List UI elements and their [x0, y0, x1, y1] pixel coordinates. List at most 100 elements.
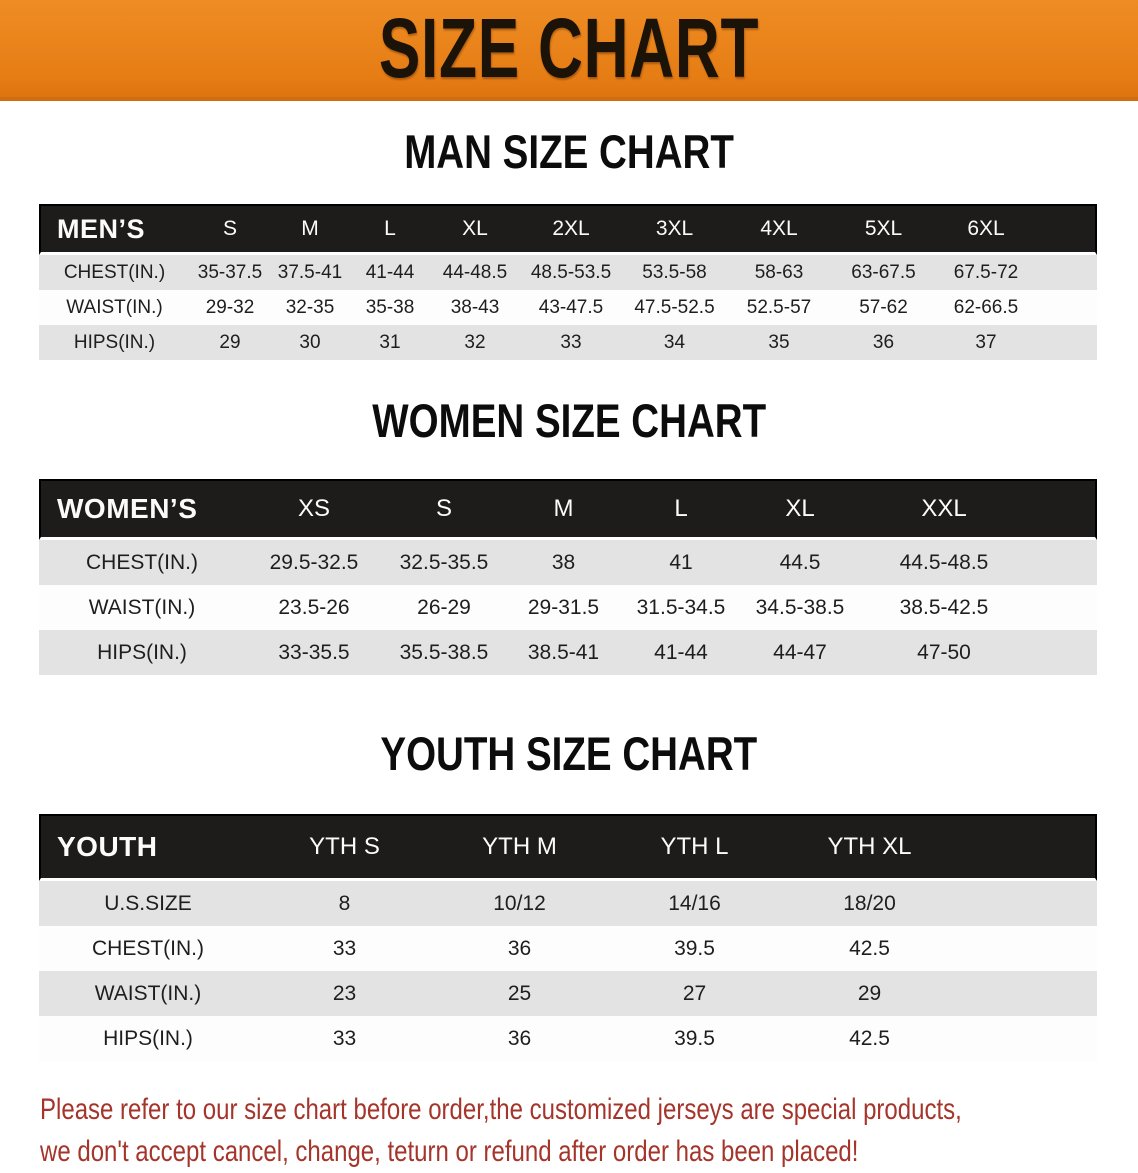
size-cell: 37: [936, 325, 1036, 360]
table-row: U.S.SIZE 8 10/12 14/16 18/20: [39, 881, 1097, 926]
size-cell: 29: [190, 325, 270, 360]
size-cell: 10/12: [432, 881, 607, 926]
column-header: 2XL: [520, 204, 622, 255]
youth-size-table: YOUTH YTH S YTH M YTH L YTH XL U.S.SIZE …: [39, 814, 1097, 1061]
size-cell: 43-47.5: [520, 290, 622, 325]
women-heading-text: WOMEN SIZE CHART: [372, 394, 766, 447]
men-size-table: MEN’S S M L XL 2XL 3XL 4XL 5XL 6XL CHEST…: [39, 204, 1097, 360]
table-row: CHEST(IN.) 35-37.5 37.5-41 41-44 44-48.5…: [39, 255, 1097, 290]
size-cell: 35-38: [350, 290, 430, 325]
column-header: L: [350, 204, 430, 255]
size-cell: 8: [257, 881, 432, 926]
women-section-heading: WOMEN SIZE CHART: [0, 396, 1138, 455]
spacer-cell: [1028, 540, 1097, 585]
size-cell: 67.5-72: [936, 255, 1036, 290]
size-cell: 29-32: [190, 290, 270, 325]
column-header: XL: [430, 204, 520, 255]
size-cell: 52.5-57: [727, 290, 831, 325]
column-header: 6XL: [936, 204, 1036, 255]
size-cell: 41-44: [622, 630, 740, 675]
youth-header-row: YOUTH YTH S YTH M YTH L YTH XL: [39, 814, 1097, 881]
table-row: CHEST(IN.) 29.5-32.5 32.5-35.5 38 41 44.…: [39, 540, 1097, 585]
youth-section: YOUTH SIZE CHART YOUTH YTH S YTH M YTH L…: [0, 729, 1138, 1061]
size-cell: 44.5-48.5: [860, 540, 1028, 585]
size-cell: 44-47: [740, 630, 860, 675]
size-cell: 38.5-42.5: [860, 585, 1028, 630]
column-header: M: [270, 204, 350, 255]
size-cell: 26-29: [383, 585, 505, 630]
row-label: WAIST(IN.): [39, 290, 190, 325]
column-header: XS: [245, 479, 383, 540]
column-header: YTH S: [257, 814, 432, 881]
table-row: WAIST(IN.) 23 25 27 29: [39, 971, 1097, 1016]
size-cell: 29: [782, 971, 957, 1016]
size-cell: 48.5-53.5: [520, 255, 622, 290]
size-cell: 31.5-34.5: [622, 585, 740, 630]
youth-heading-text: YOUTH SIZE CHART: [380, 727, 758, 780]
spacer-cell: [1036, 290, 1097, 325]
size-cell: 23: [257, 971, 432, 1016]
column-header: 5XL: [831, 204, 936, 255]
size-cell: 35-37.5: [190, 255, 270, 290]
youth-section-heading: YOUTH SIZE CHART: [0, 729, 1138, 788]
size-cell: 36: [432, 1016, 607, 1061]
column-header: L: [622, 479, 740, 540]
table-row: WAIST(IN.) 29-32 32-35 35-38 38-43 43-47…: [39, 290, 1097, 325]
row-label: WAIST(IN.): [39, 971, 257, 1016]
size-cell: 38-43: [430, 290, 520, 325]
row-label: U.S.SIZE: [39, 881, 257, 926]
size-cell: 34: [622, 325, 727, 360]
size-cell: 32.5-35.5: [383, 540, 505, 585]
column-header: S: [190, 204, 270, 255]
row-label: CHEST(IN.): [39, 540, 245, 585]
size-cell: 47.5-52.5: [622, 290, 727, 325]
table-row: WAIST(IN.) 23.5-26 26-29 29-31.5 31.5-34…: [39, 585, 1097, 630]
table-row: HIPS(IN.) 33-35.5 35.5-38.5 38.5-41 41-4…: [39, 630, 1097, 675]
size-cell: 41-44: [350, 255, 430, 290]
men-section: MAN SIZE CHART MEN’S S M L XL 2XL 3XL 4X…: [0, 127, 1138, 360]
column-header: M: [505, 479, 622, 540]
size-cell: 42.5: [782, 926, 957, 971]
size-cell: 58-63: [727, 255, 831, 290]
spacer-cell: [1036, 325, 1097, 360]
size-cell: 30: [270, 325, 350, 360]
spacer-cell: [1028, 585, 1097, 630]
column-header: S: [383, 479, 505, 540]
spacer-cell: [957, 814, 1097, 881]
spacer-cell: [957, 926, 1097, 971]
size-cell: 53.5-58: [622, 255, 727, 290]
row-label: HIPS(IN.): [39, 1016, 257, 1061]
men-header-row: MEN’S S M L XL 2XL 3XL 4XL 5XL 6XL: [39, 204, 1097, 255]
row-label: HIPS(IN.): [39, 630, 245, 675]
table-row: CHEST(IN.) 33 36 39.5 42.5: [39, 926, 1097, 971]
size-cell: 33: [520, 325, 622, 360]
banner-title: SIZE CHART: [378, 1, 760, 95]
spacer-cell: [957, 971, 1097, 1016]
size-cell: 39.5: [607, 1016, 782, 1061]
spacer-cell: [1028, 630, 1097, 675]
size-cell: 35: [727, 325, 831, 360]
spacer-cell: [1028, 479, 1097, 540]
row-label: CHEST(IN.): [39, 926, 257, 971]
column-header: XXL: [860, 479, 1028, 540]
column-header: 3XL: [622, 204, 727, 255]
spacer-cell: [957, 881, 1097, 926]
disclaimer-line-2: we don't accept cancel, change, teturn o…: [40, 1135, 859, 1168]
column-header: YTH M: [432, 814, 607, 881]
row-label: CHEST(IN.): [39, 255, 190, 290]
size-cell: 32: [430, 325, 520, 360]
women-size-table: WOMEN’S XS S M L XL XXL CHEST(IN.) 29.5-…: [39, 479, 1097, 675]
size-cell: 62-66.5: [936, 290, 1036, 325]
size-cell: 35.5-38.5: [383, 630, 505, 675]
size-cell: 25: [432, 971, 607, 1016]
disclaimer: Please refer to our size chart before or…: [40, 1089, 1138, 1173]
size-cell: 33-35.5: [245, 630, 383, 675]
size-cell: 41: [622, 540, 740, 585]
size-cell: 37.5-41: [270, 255, 350, 290]
column-header: YTH XL: [782, 814, 957, 881]
size-cell: 27: [607, 971, 782, 1016]
spacer-cell: [957, 1016, 1097, 1061]
size-cell: 33: [257, 926, 432, 971]
men-table-label: MEN’S: [39, 204, 190, 255]
size-cell: 34.5-38.5: [740, 585, 860, 630]
